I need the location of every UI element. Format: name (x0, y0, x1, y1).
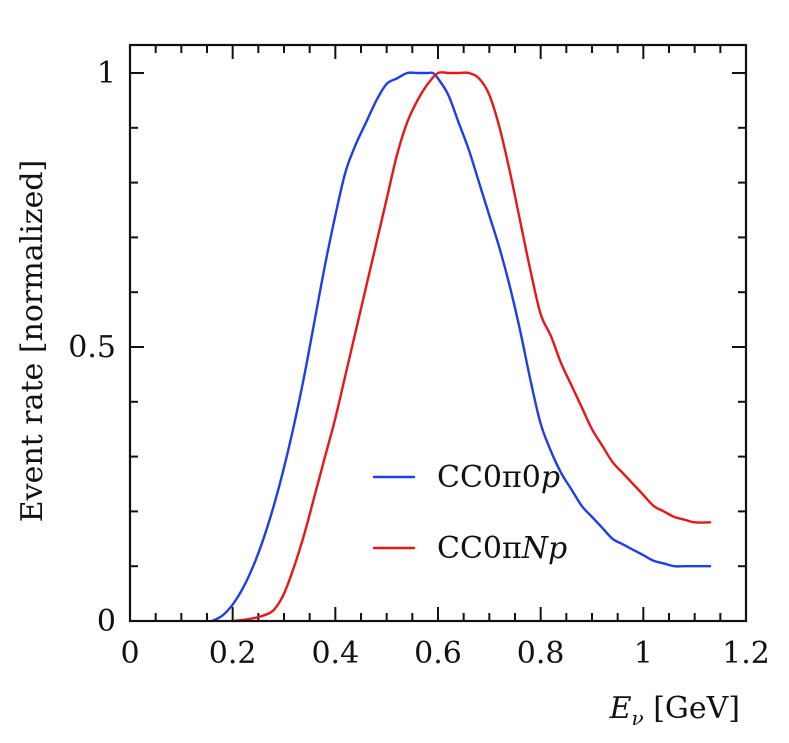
tick-labels: 0 0.2 0.4 0.6 0.8 1 1.2 0 0.5 1 (68, 56, 770, 671)
legend-label-cc0pinp: CC0πNp (437, 531, 567, 566)
y-tick-label: 1 (97, 56, 116, 91)
x-tick-label: 0.2 (209, 636, 257, 671)
x-tick-label: 1.2 (722, 636, 770, 671)
legend-label-cc0pi0p: CC0π0p (437, 460, 560, 495)
x-axis-title-unit: [GeV] (644, 691, 740, 726)
tick-marks (129, 45, 747, 622)
plot-frame (128, 43, 748, 623)
y-axis-title: Event rate [normalized] (15, 160, 50, 523)
y-tick-label: 0.5 (68, 330, 116, 365)
x-axis-title: Eν [GeV] (609, 691, 740, 730)
x-tick-label: 1 (634, 636, 653, 671)
series-lines (210, 70, 712, 623)
x-axis-title-symbol: E (609, 691, 632, 726)
x-tick-label: 0 (120, 636, 139, 671)
legend: CC0π0p CC0πNp (372, 460, 567, 566)
x-tick-label: 0.6 (414, 636, 462, 671)
x-axis-title-subscript: ν (632, 706, 644, 730)
legend-label-cc0pi0p-main: CC0π0 (437, 460, 541, 495)
series-line-cc0pinp (231, 70, 712, 623)
series-line-cc0pi0p (210, 71, 712, 623)
x-tick-label: 0.4 (311, 636, 359, 671)
x-tick-label: 0.8 (517, 636, 565, 671)
legend-label-cc0pinp-italic: Np (521, 531, 567, 566)
y-tick-label: 0 (97, 604, 116, 639)
legend-label-cc0pi0p-italic: p (541, 460, 560, 495)
legend-label-cc0pinp-main: CC0π (437, 531, 522, 566)
